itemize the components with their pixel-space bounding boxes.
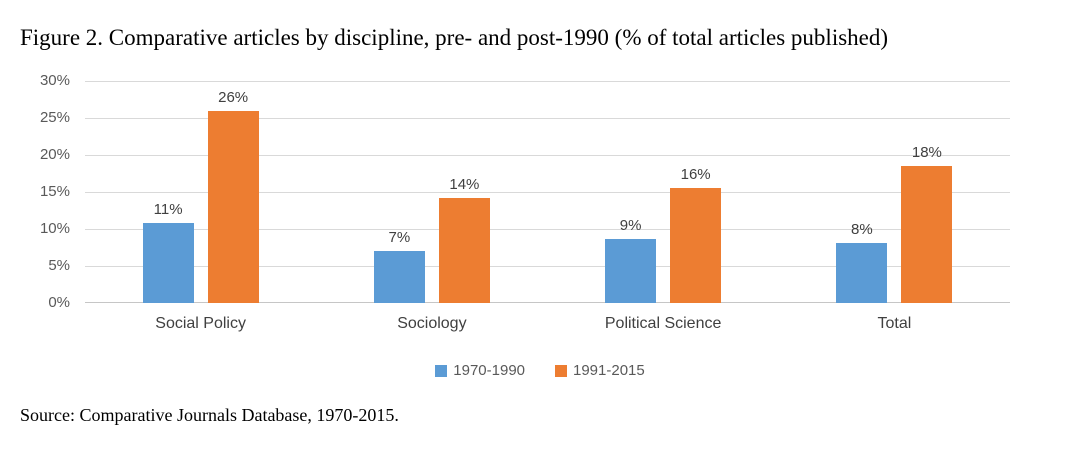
- data-label: 11%: [153, 201, 183, 218]
- figure-title: Figure 2. Comparative articles by discip…: [20, 25, 889, 50]
- gridline-30: [85, 81, 1010, 82]
- category-label: Total: [877, 315, 912, 332]
- category-label: Social Policy: [155, 315, 246, 332]
- bar-1970-1990-total: [836, 243, 888, 303]
- data-label: 18%: [911, 144, 942, 161]
- data-label: 8%: [851, 221, 873, 238]
- data-label: 14%: [449, 176, 480, 193]
- gridline-20: [85, 155, 1010, 156]
- y-axis: 30% 25% 20% 15% 10% 5% 0%: [0, 73, 70, 311]
- y-tick-label: 0%: [48, 294, 70, 311]
- gridline-15: [85, 192, 1010, 193]
- bar-1991-2015-sociology: [438, 198, 490, 303]
- legend-item-1991-2015: 1991-2015: [555, 361, 645, 381]
- bar-group-0: 11% 26%: [85, 81, 316, 303]
- bar-group-3: 8% 18%: [779, 81, 1010, 303]
- y-tick-label: 10%: [39, 220, 70, 237]
- x-axis: Social Policy Sociology Political Science T…: [85, 313, 1010, 335]
- gridline-0: [85, 302, 1010, 303]
- y-tick-label: 15%: [39, 183, 70, 200]
- bar-1991-2015-political-science: [670, 188, 722, 303]
- category-label: Sociology: [397, 315, 467, 332]
- gridline-25: [85, 118, 1010, 119]
- bar-group-1: 7% 14%: [316, 81, 547, 303]
- legend-label: 1970-1990: [453, 362, 525, 379]
- category-label: Political Science: [604, 315, 722, 332]
- bar-group-2: 9% 16%: [548, 81, 779, 303]
- gridline-5: [85, 266, 1010, 267]
- legend-swatch-icon: [555, 365, 567, 377]
- bar-1991-2015-social-policy: [207, 111, 259, 303]
- data-label: 7%: [388, 229, 411, 246]
- data-label: 9%: [619, 217, 642, 234]
- y-tick-label: 30%: [39, 72, 70, 89]
- bar-1970-1990-social-policy: [142, 223, 194, 303]
- gridline-10: [85, 229, 1010, 230]
- data-label: 26%: [218, 89, 249, 106]
- y-tick-label: 25%: [39, 109, 70, 126]
- bar-1991-2015-total: [901, 166, 953, 303]
- data-label: 16%: [680, 166, 711, 183]
- y-tick-label: 20%: [39, 146, 70, 163]
- source-note: Source: Comparative Journals Database, 1…: [20, 405, 399, 425]
- legend-label: 1991-2015: [573, 362, 645, 379]
- legend-swatch-icon: [435, 365, 448, 377]
- chart-legend: 1970-1990 1991-2015: [0, 361, 1080, 381]
- legend-item-1970-1990: 1970-1990: [435, 361, 525, 381]
- bar-1970-1990-political-science: [605, 239, 657, 303]
- bar-1970-1990-sociology: [373, 251, 425, 303]
- y-tick-label: 5%: [48, 257, 70, 274]
- chart-plot-area: 11% 26% 7% 14% 9% 16% 8% 18%: [85, 81, 1010, 303]
